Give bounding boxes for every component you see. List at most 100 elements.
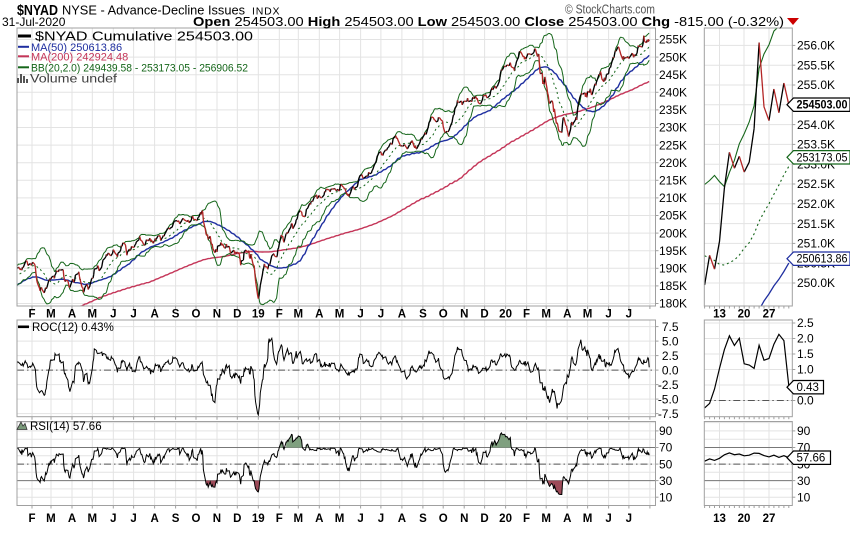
- svg-text:13: 13: [713, 309, 726, 321]
- svg-text:S: S: [419, 513, 427, 525]
- svg-text:F: F: [28, 309, 35, 321]
- svg-text:M: M: [583, 309, 593, 321]
- svg-text:57.66: 57.66: [797, 453, 826, 465]
- svg-text:F: F: [276, 513, 283, 525]
- svg-text:J: J: [605, 513, 611, 525]
- svg-text:251.0K: 251.0K: [797, 237, 835, 251]
- svg-text:A: A: [315, 309, 323, 321]
- svg-text:A: A: [150, 309, 158, 321]
- svg-text:A: A: [68, 513, 76, 525]
- svg-text:190K: 190K: [659, 262, 687, 276]
- svg-text:MA(200) 242924.48: MA(200) 242924.48: [31, 52, 128, 64]
- svg-text:S: S: [172, 513, 180, 525]
- svg-text:F: F: [276, 309, 283, 321]
- svg-text:MA(50) 250613.86: MA(50) 250613.86: [31, 42, 122, 54]
- svg-text:195K: 195K: [659, 244, 687, 258]
- svg-text:240K: 240K: [659, 86, 687, 100]
- svg-text:INDX: INDX: [252, 6, 280, 18]
- svg-text:BB(20,2.0) 249439.58 - 253173.: BB(20,2.0) 249439.58 - 253173.05 - 25690…: [31, 63, 248, 75]
- svg-text:A: A: [563, 309, 571, 321]
- svg-text:215K: 215K: [659, 174, 687, 188]
- svg-text:J: J: [130, 309, 136, 321]
- svg-text:J: J: [110, 309, 116, 321]
- svg-text:M: M: [335, 309, 345, 321]
- svg-text:225K: 225K: [659, 138, 687, 152]
- svg-text:-7.5: -7.5: [658, 407, 679, 421]
- svg-text:Volume undef: Volume undef: [30, 72, 118, 86]
- svg-text:220K: 220K: [659, 156, 687, 170]
- svg-text:J: J: [626, 309, 632, 321]
- svg-text:254503.00: 254503.00: [797, 100, 848, 112]
- svg-text:J: J: [378, 309, 384, 321]
- svg-text:10: 10: [797, 490, 811, 504]
- svg-text:J: J: [110, 513, 116, 525]
- svg-text:J: J: [357, 513, 363, 525]
- svg-text:F: F: [523, 309, 530, 321]
- svg-text:185K: 185K: [659, 279, 687, 293]
- svg-text:2.5: 2.5: [797, 316, 814, 330]
- svg-text:$NYAD: $NYAD: [17, 3, 58, 19]
- svg-text:A: A: [150, 513, 158, 525]
- svg-text:250K: 250K: [659, 50, 687, 64]
- svg-text:7.5: 7.5: [662, 320, 679, 334]
- svg-text:-2.5: -2.5: [658, 378, 679, 392]
- svg-text:D: D: [480, 309, 488, 321]
- svg-text:250.0K: 250.0K: [797, 276, 835, 290]
- svg-text:Open 254503.00 High 254503.00: Open 254503.00 High 254503.00 Low 254503…: [193, 15, 784, 29]
- svg-text:O: O: [439, 309, 448, 321]
- svg-text:253.5K: 253.5K: [797, 138, 835, 152]
- svg-text:O: O: [191, 309, 200, 321]
- svg-text:2.5: 2.5: [662, 349, 679, 363]
- svg-text:M: M: [293, 513, 303, 525]
- svg-text:30: 30: [797, 474, 811, 488]
- svg-text:1.5: 1.5: [797, 347, 814, 361]
- svg-text:M: M: [88, 513, 98, 525]
- svg-text:20: 20: [499, 513, 512, 525]
- svg-text:253173.05: 253173.05: [797, 152, 848, 164]
- svg-text:254.0K: 254.0K: [797, 118, 835, 132]
- svg-text:70: 70: [659, 441, 673, 455]
- svg-text:2.0: 2.0: [797, 332, 814, 346]
- svg-text:J: J: [626, 513, 632, 525]
- svg-text:235K: 235K: [659, 103, 687, 117]
- svg-text:50: 50: [659, 457, 673, 471]
- svg-text:30: 30: [659, 474, 673, 488]
- svg-text:M: M: [293, 309, 303, 321]
- svg-text:-5.0: -5.0: [658, 392, 679, 406]
- svg-text:N: N: [460, 513, 468, 525]
- svg-text:M: M: [46, 513, 56, 525]
- svg-text:M: M: [88, 309, 98, 321]
- svg-text:A: A: [68, 309, 76, 321]
- svg-text:J: J: [378, 513, 384, 525]
- svg-text:252.5K: 252.5K: [797, 177, 835, 191]
- svg-text:A: A: [398, 513, 406, 525]
- svg-text:27: 27: [763, 513, 776, 525]
- svg-text:F: F: [28, 513, 35, 525]
- svg-text:210K: 210K: [659, 191, 687, 205]
- svg-text:27: 27: [763, 309, 776, 321]
- svg-text:F: F: [523, 513, 530, 525]
- svg-text:$NYAD Cumulative 254503.00: $NYAD Cumulative 254503.00: [35, 30, 253, 44]
- svg-text:N: N: [213, 309, 221, 321]
- svg-text:250613.86: 250613.86: [797, 254, 848, 266]
- svg-text:RSI(14) 57.66: RSI(14) 57.66: [30, 421, 102, 433]
- svg-text:J: J: [605, 309, 611, 321]
- svg-text:10: 10: [659, 490, 673, 504]
- svg-text:255K: 255K: [659, 33, 687, 47]
- svg-text:NYSE - Advance-Decline Issues: NYSE - Advance-Decline Issues: [62, 3, 245, 18]
- svg-text:1.0: 1.0: [797, 363, 814, 377]
- svg-text:251.5K: 251.5K: [797, 217, 835, 231]
- svg-text:O: O: [439, 513, 448, 525]
- svg-text:230K: 230K: [659, 121, 687, 135]
- svg-text:5.0: 5.0: [662, 334, 679, 348]
- svg-text:O: O: [191, 513, 200, 525]
- svg-text:S: S: [172, 309, 180, 321]
- svg-text:A: A: [398, 309, 406, 321]
- svg-text:0.0: 0.0: [797, 394, 814, 408]
- svg-text:90: 90: [659, 424, 673, 438]
- svg-text:0.43: 0.43: [797, 382, 819, 394]
- svg-text:205K: 205K: [659, 209, 687, 223]
- svg-text:200K: 200K: [659, 226, 687, 240]
- svg-text:D: D: [480, 513, 488, 525]
- svg-text:255.5K: 255.5K: [797, 58, 835, 72]
